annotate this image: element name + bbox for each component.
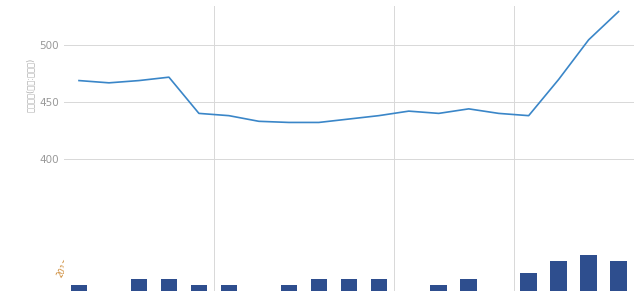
- Bar: [580, 255, 597, 291]
- Bar: [340, 279, 357, 291]
- Bar: [221, 285, 237, 291]
- Bar: [280, 285, 297, 291]
- Bar: [71, 285, 87, 291]
- Bar: [371, 279, 387, 291]
- Bar: [310, 279, 327, 291]
- Bar: [460, 279, 477, 291]
- Bar: [520, 273, 537, 291]
- Bar: [611, 261, 627, 291]
- Bar: [191, 285, 207, 291]
- Bar: [550, 261, 567, 291]
- Bar: [161, 279, 177, 291]
- Y-axis label: 거래금액(단위:백만원): 거래금액(단위:백만원): [26, 58, 35, 112]
- Bar: [131, 279, 147, 291]
- Bar: [431, 285, 447, 291]
